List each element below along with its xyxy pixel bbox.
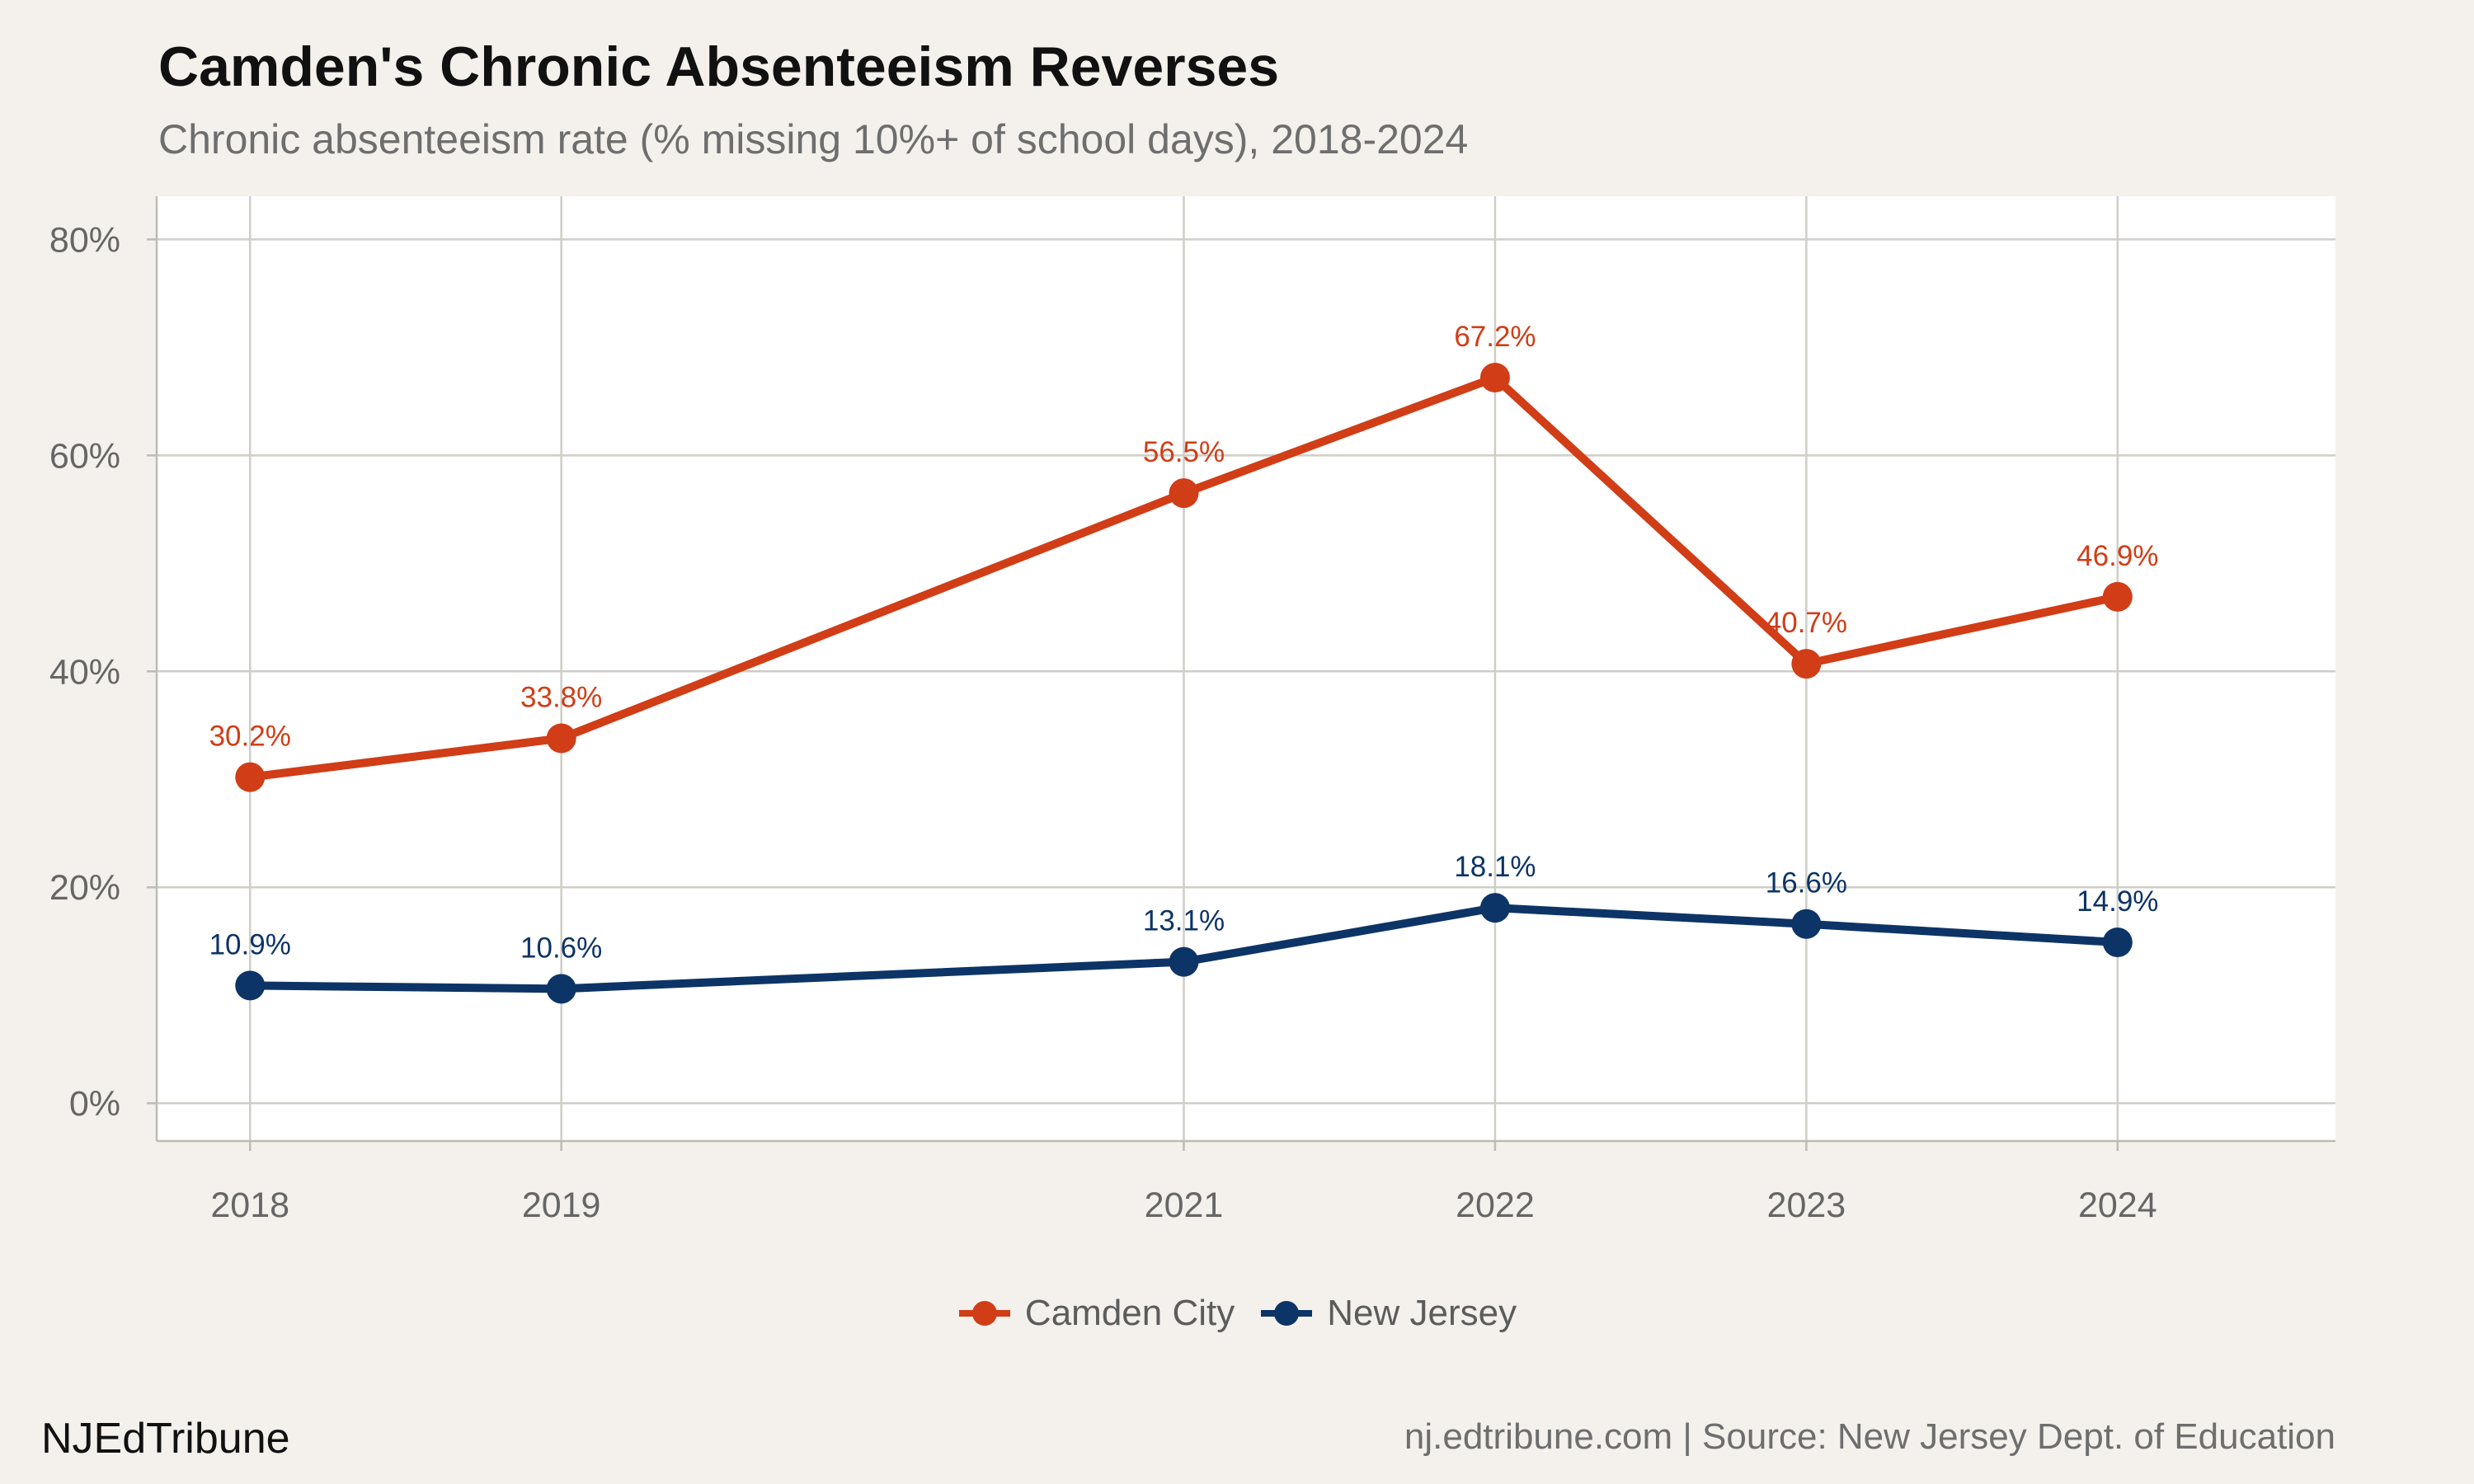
data-label-new-jersey: 16.6% (1766, 867, 1847, 899)
legend-key-marker (1274, 1301, 1300, 1326)
chart-title: Camden's Chronic Absenteeism Reverses (158, 35, 1280, 98)
legend-item-camden-city: Camden City (957, 1293, 1235, 1334)
data-label-camden-city: 40.7% (1766, 607, 1847, 639)
data-point-camden-city (2102, 581, 2133, 612)
data-point-new-jersey (1169, 946, 1199, 977)
plot-panel (157, 196, 2335, 1141)
series-line-camden-city (246, 373, 2122, 782)
data-point-new-jersey (2102, 928, 2133, 958)
chart-legend: Camden City New Jersey (0, 1293, 2474, 1334)
data-label-new-jersey: 13.1% (1143, 905, 1225, 937)
x-tick-label: 2019 (522, 1186, 601, 1225)
data-label-camden-city: 67.2% (1454, 321, 1536, 353)
data-point-camden-city (1169, 478, 1199, 509)
chart-subtitle: Chronic absenteeism rate (% missing 10%+… (158, 116, 1469, 162)
data-label-new-jersey: 14.9% (2077, 885, 2158, 918)
legend-key-camden-city (958, 1301, 1010, 1326)
y-tick-label: 0% (69, 1084, 120, 1124)
source-credit: nj.edtribune.com | Source: New Jersey De… (1404, 1416, 2335, 1457)
data-label-camden-city: 56.5% (1143, 436, 1225, 468)
legend-label-new-jersey: New Jersey (1327, 1293, 1517, 1333)
series-line-new-jersey (246, 904, 2122, 993)
data-label-camden-city: 46.9% (2077, 540, 2158, 572)
x-tick-label: 2022 (1456, 1186, 1535, 1225)
data-point-new-jersey (1479, 893, 1510, 923)
data-point-new-jersey (1791, 909, 1822, 939)
data-label-new-jersey: 10.6% (520, 932, 602, 964)
data-label-camden-city: 33.8% (520, 681, 602, 713)
legend-label-camden-city: Camden City (1024, 1293, 1235, 1333)
legend-key-new-jersey (1261, 1301, 1313, 1326)
legend-key-marker (971, 1301, 997, 1326)
data-point-new-jersey (235, 970, 266, 1001)
x-tick-label: 2023 (1767, 1186, 1846, 1225)
x-tick-label: 2021 (1145, 1186, 1224, 1225)
brand-name: NJEdTribune (41, 1415, 290, 1463)
data-point-camden-city (1479, 363, 1510, 393)
y-tick-label: 40% (49, 652, 120, 692)
data-label-camden-city: 30.2% (209, 721, 291, 753)
data-point-camden-city (546, 723, 576, 754)
x-tick-label: 2024 (2078, 1186, 2157, 1225)
y-tick-label: 60% (49, 436, 120, 476)
data-label-new-jersey: 18.1% (1454, 851, 1536, 883)
data-point-camden-city (235, 762, 266, 792)
data-point-camden-city (1791, 649, 1822, 679)
data-label-new-jersey: 10.9% (209, 928, 291, 960)
legend-item-new-jersey: New Jersey (1259, 1293, 1517, 1334)
x-tick-label: 2018 (210, 1186, 289, 1225)
y-tick-label: 80% (49, 220, 120, 260)
y-tick-label: 20% (49, 868, 120, 908)
data-point-new-jersey (546, 974, 576, 1004)
